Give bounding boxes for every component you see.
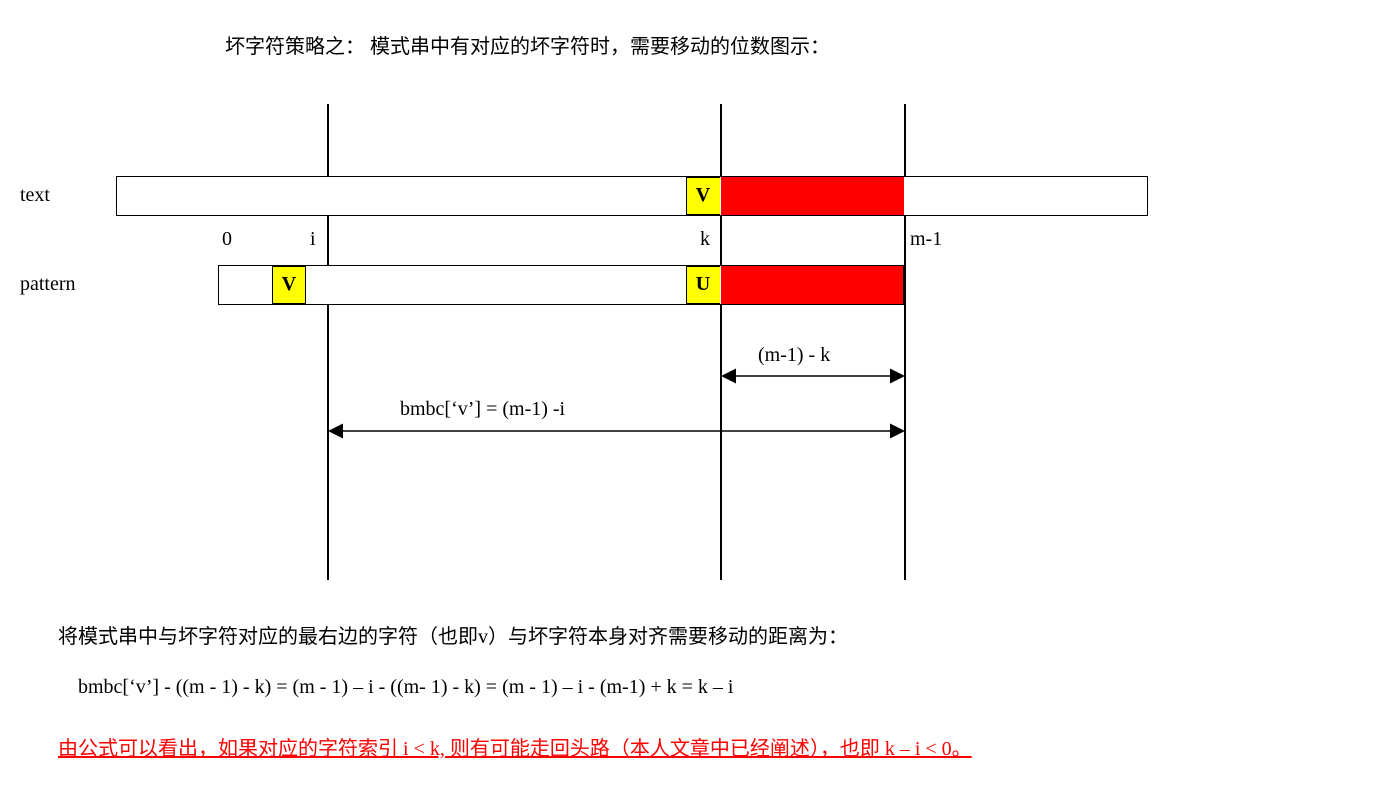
index-k: k	[700, 228, 710, 251]
text-row-red-block	[721, 177, 904, 215]
text-row-label: text	[20, 184, 50, 207]
diagram-canvas: 坏字符策略之： 模式串中有对应的坏字符时，需要移动的位数图示： text V 0…	[0, 0, 1400, 789]
pattern-row-red-block	[721, 266, 903, 304]
paragraph-3-warning: 由公式可以看出，如果对应的字符索引 i < k, 则有可能走回头路（本人文章中已…	[58, 732, 972, 761]
pattern-row-v-char: V	[272, 273, 306, 296]
index-i: i	[310, 228, 316, 251]
diagram-title: 坏字符策略之： 模式串中有对应的坏字符时，需要移动的位数图示：	[225, 30, 830, 59]
text-row-v-char: V	[686, 184, 720, 207]
index-m1: m-1	[910, 228, 942, 251]
dimension-upper-label: (m-1) - k	[758, 344, 830, 367]
pattern-row-u-char: U	[686, 273, 720, 296]
paragraph-2-formula: bmbc[‘v’] - ((m - 1) - k) = (m - 1) – i …	[78, 676, 734, 699]
pattern-row-label: pattern	[20, 273, 76, 296]
index-0: 0	[222, 228, 232, 251]
paragraph-1: 将模式串中与坏字符对应的最右边的字符（也即v）与坏字符本身对齐需要移动的距离为：	[58, 620, 848, 649]
text-row-box	[116, 176, 1148, 216]
dimension-lower-label: bmbc[‘v’] = (m-1) -i	[400, 398, 565, 421]
